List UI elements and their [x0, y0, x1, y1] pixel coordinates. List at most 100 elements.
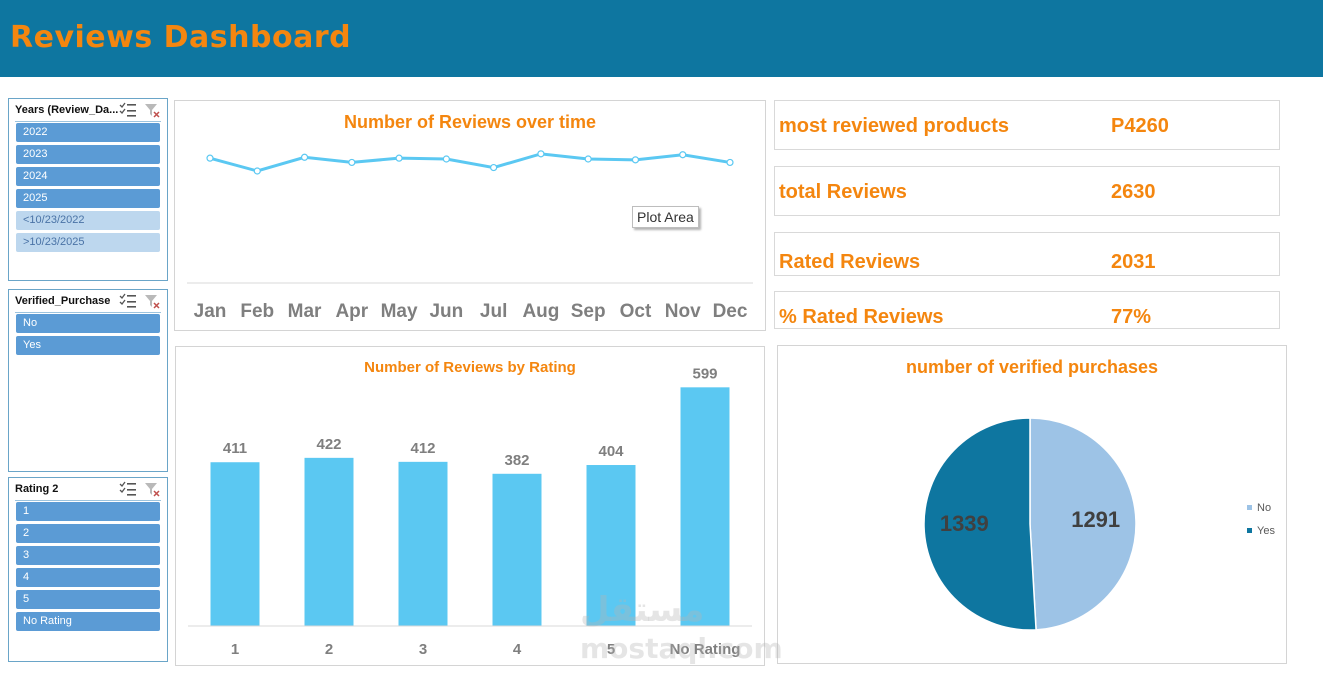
kpi-percent-rated: % Rated Reviews 77%: [774, 291, 1280, 329]
kpi-rated-reviews: Rated Reviews 2031: [774, 232, 1280, 276]
line-point-dec: [726, 158, 734, 167]
slicer-item[interactable]: <10/23/2022: [16, 211, 160, 230]
kpi-total-reviews: total Reviews 2630: [774, 166, 1280, 216]
page-title: Reviews Dashboard: [10, 20, 352, 55]
x-tick-label: Feb: [240, 301, 274, 322]
multi-select-icon[interactable]: [119, 102, 137, 118]
x-tick-label: May: [381, 301, 418, 322]
slicer-items: 2022 2023 2024 2025 <10/23/2022 >10/23/2025: [16, 123, 160, 255]
x-tick-label: Jun: [429, 301, 463, 322]
slicer-divider: [15, 500, 161, 501]
x-tick-label: Dec: [713, 301, 748, 322]
bar-chart-title: Number of Reviews by Rating: [364, 359, 576, 376]
slicer-verified-purchase: Verified_Purchase No Yes: [8, 289, 168, 472]
bar-rating-1: [210, 462, 260, 626]
pie-data-label: 1291: [1071, 507, 1120, 532]
slicer-title: Years (Review_Da...: [15, 104, 119, 116]
slicer-divider: [15, 312, 161, 313]
line-point-jan: [206, 154, 214, 162]
x-tick-label: Apr: [335, 301, 368, 322]
pie-chart-title: number of verified purchases: [905, 357, 1159, 377]
slicer-items: 1 2 3 4 5 No Rating: [16, 502, 160, 634]
x-tick-label: Jan: [194, 301, 227, 322]
slicer-header: Verified_Purchase: [9, 290, 167, 312]
bar-rating-3: [398, 461, 448, 626]
x-tick-label: Jul: [480, 301, 507, 322]
bar-category-label: 3: [419, 641, 427, 658]
slicer-item[interactable]: No Rating: [16, 612, 160, 631]
x-tick-label: Aug: [522, 301, 559, 322]
slicer-item[interactable]: 2022: [16, 123, 160, 142]
pie-slice-no: [1029, 417, 1137, 631]
slicer-item[interactable]: 4: [16, 568, 160, 587]
x-tick-label: Oct: [620, 301, 652, 322]
kpi-label: total Reviews: [779, 181, 907, 203]
pie-slice-yes: [923, 417, 1037, 631]
slicer-item[interactable]: No: [16, 314, 160, 333]
slicer-item[interactable]: Yes: [16, 336, 160, 355]
header-bar: Reviews Dashboard: [0, 0, 1323, 77]
plot-area-tooltip: Plot Area: [632, 206, 699, 228]
slicer-title: Verified_Purchase: [15, 295, 111, 307]
slicer-items: No Yes: [16, 314, 160, 358]
bar-category-label: No Rating: [670, 641, 741, 658]
line-point-sep: [584, 155, 592, 163]
kpi-label: most reviewed products: [779, 115, 1010, 137]
kpi-value: 2031: [1111, 251, 1156, 273]
slicer-item[interactable]: 1: [16, 502, 160, 521]
bar-data-label: 382: [504, 452, 529, 469]
clear-filter-icon[interactable]: [143, 481, 161, 497]
slicer-header: Rating 2: [9, 478, 167, 500]
line-point-nov: [679, 151, 687, 159]
slicer-years: Years (Review_Da... 2022 2023 2024 2025 <10/2…: [8, 98, 168, 281]
line-point-jul: [490, 163, 498, 172]
multi-select-icon[interactable]: [119, 293, 137, 309]
slicer-item[interactable]: 2: [16, 524, 160, 543]
slicer-header: Years (Review_Da...: [9, 99, 167, 121]
pie-data-label: 1339: [940, 511, 989, 536]
bar-rating-2: [304, 457, 354, 626]
slicer-item[interactable]: 2025: [16, 189, 160, 208]
legend-label: Yes: [1257, 525, 1275, 537]
line-point-may: [395, 154, 403, 162]
x-tick-label: Mar: [288, 301, 322, 322]
line-point-jun: [442, 155, 450, 163]
bar-chart-panel: Number of Reviews by Rating 411 1 422 2 412 3…: [175, 346, 765, 666]
clear-filter-icon[interactable]: [143, 293, 161, 309]
kpi-value: 2630: [1111, 181, 1156, 203]
bar-rating-no-rating: [680, 387, 730, 626]
kpi-label: % Rated Reviews: [779, 306, 944, 328]
bar-category-label: 2: [325, 641, 333, 658]
bar-chart: 411 1 422 2 412 3 382 4 404 5 599 No Rating: [188, 365, 752, 658]
slicer-item[interactable]: 3: [16, 546, 160, 565]
slicer-divider: [15, 121, 161, 122]
pie-chart: 1291 1339 No Yes: [923, 417, 1275, 631]
kpi-most-reviewed: most reviewed products P4260: [774, 100, 1280, 150]
pie-chart-panel: number of verified purchases 1291 1339 No Y…: [777, 345, 1287, 664]
line-chart-title: Number of Reviews over time: [343, 112, 597, 132]
bar-rating-4: [492, 473, 542, 626]
line-chart: Jan Feb Mar Apr May Jun Jul Aug Sep Oct Nov Dec: [187, 150, 753, 322]
legend-label: No: [1257, 502, 1271, 514]
line-series: [209, 152, 731, 173]
bar-category-label: 1: [231, 641, 239, 658]
line-point-mar: [300, 153, 309, 161]
slicer-item[interactable]: 5: [16, 590, 160, 609]
slicer-item[interactable]: >10/23/2025: [16, 233, 160, 252]
slicer-title: Rating 2: [15, 483, 59, 495]
line-point-oct: [631, 156, 640, 164]
bar-category-label: 4: [513, 641, 522, 658]
watermark-logo: مستقل: [580, 590, 705, 630]
clear-filter-icon[interactable]: [143, 102, 161, 118]
kpi-label: Rated Reviews: [779, 251, 921, 273]
kpi-value: 77%: [1111, 306, 1152, 328]
bar-data-label: 411: [223, 440, 247, 457]
line-point-apr: [348, 158, 356, 167]
slicer-item[interactable]: 2023: [16, 145, 160, 164]
bar-data-label: 404: [598, 443, 624, 460]
legend-swatch: [1247, 528, 1252, 533]
slicer-item[interactable]: 2024: [16, 167, 160, 186]
multi-select-icon[interactable]: [119, 481, 137, 497]
bar-category-label: 5: [607, 641, 615, 658]
